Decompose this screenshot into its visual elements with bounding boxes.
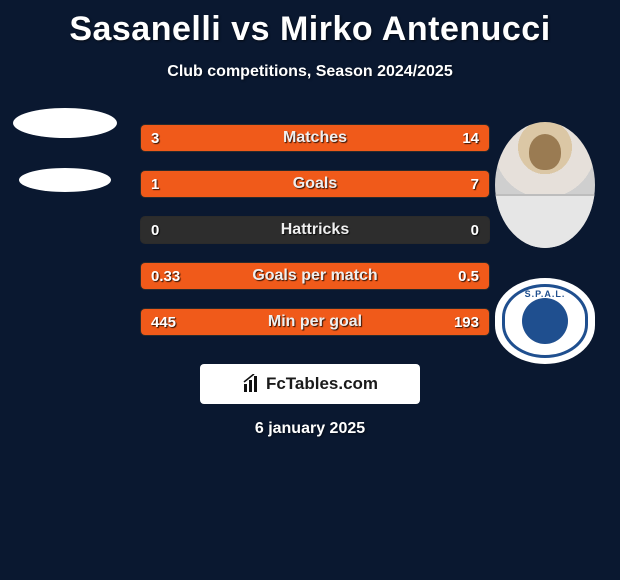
brand-text: FcTables.com xyxy=(266,374,378,394)
stat-row: 0 Hattricks 0 xyxy=(140,216,490,244)
stat-label: Goals xyxy=(141,171,489,197)
right-club-badge: S.P.A.L. xyxy=(495,278,595,364)
stat-value-right: 0.5 xyxy=(458,263,479,289)
page-subtitle: Club competitions, Season 2024/2025 xyxy=(0,63,620,81)
stat-row: 3 Matches 14 xyxy=(140,124,490,152)
left-club-badge-placeholder xyxy=(19,168,111,192)
stat-value-right: 7 xyxy=(471,171,479,197)
stats-bars: 3 Matches 14 1 Goals 7 0 Hattricks 0 0.3… xyxy=(140,124,490,336)
stat-row: 0.33 Goals per match 0.5 xyxy=(140,262,490,290)
stat-value-right: 14 xyxy=(462,125,479,151)
stat-value-right: 193 xyxy=(454,309,479,335)
right-player-photo xyxy=(495,122,595,248)
stat-label: Goals per match xyxy=(141,263,489,289)
brand-bar-icon xyxy=(242,374,262,394)
stat-label: Matches xyxy=(141,125,489,151)
stat-label: Min per goal xyxy=(141,309,489,335)
left-player-photo-placeholder xyxy=(13,108,117,138)
footer-date: 6 january 2025 xyxy=(0,420,620,438)
stat-label: Hattricks xyxy=(141,217,489,243)
stat-value-right: 0 xyxy=(471,217,479,243)
right-player-column: S.P.A.L. xyxy=(490,122,600,364)
page-title: Sasanelli vs Mirko Antenucci xyxy=(0,0,620,49)
brand-card: FcTables.com xyxy=(200,364,420,404)
left-player-column xyxy=(10,108,120,192)
stat-row: 445 Min per goal 193 xyxy=(140,308,490,336)
club-badge-text-top: S.P.A.L. xyxy=(525,289,566,299)
stat-row: 1 Goals 7 xyxy=(140,170,490,198)
